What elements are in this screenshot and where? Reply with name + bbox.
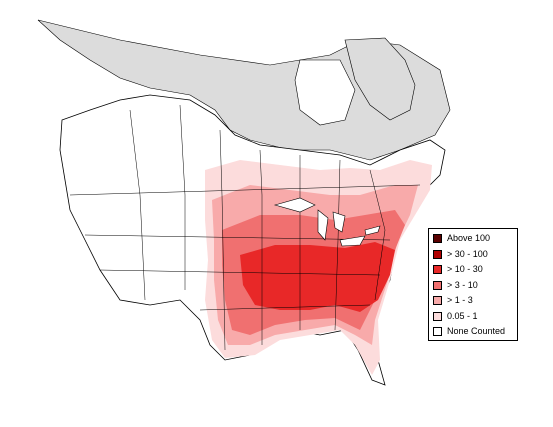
no-data-region [37,19,451,161]
legend-swatch [433,296,442,305]
hudson-bay [294,59,356,126]
legend-item: > 1 - 3 [433,295,517,307]
legend-item: > 10 - 30 [433,264,517,276]
legend-item: > 3 - 10 [433,280,517,292]
great-lakes [273,197,381,247]
legend-swatch [433,249,442,259]
no-data-region-east [344,37,416,121]
legend-swatch [433,265,442,274]
legend-label: Above 100 [447,233,491,243]
legend-swatch [433,311,442,321]
legend-item: > 30 - 100 [433,249,517,261]
legend-swatch [433,327,442,336]
legend-label: > 30 - 100 [447,248,488,259]
legend-label: 0.05 - 1 [447,310,478,321]
legend-label: None Counted [447,326,506,336]
legend-item: 0.05 - 1 [433,311,517,323]
legend-swatch [433,234,442,243]
abundance-zone-high [240,242,395,312]
map-legend: Above 100 > 30 - 100 > 10 - 30 > 3 - 10 > 1 … [428,228,518,341]
legend-item: Above 100 [433,233,517,245]
legend-item: None Counted [433,326,517,338]
political-boundaries [69,104,421,351]
legend-label: > 3 - 10 [447,279,478,290]
legend-label: > 1 - 3 [447,295,473,305]
legend-label: > 10 - 30 [447,264,483,274]
legend-swatch [433,280,442,290]
